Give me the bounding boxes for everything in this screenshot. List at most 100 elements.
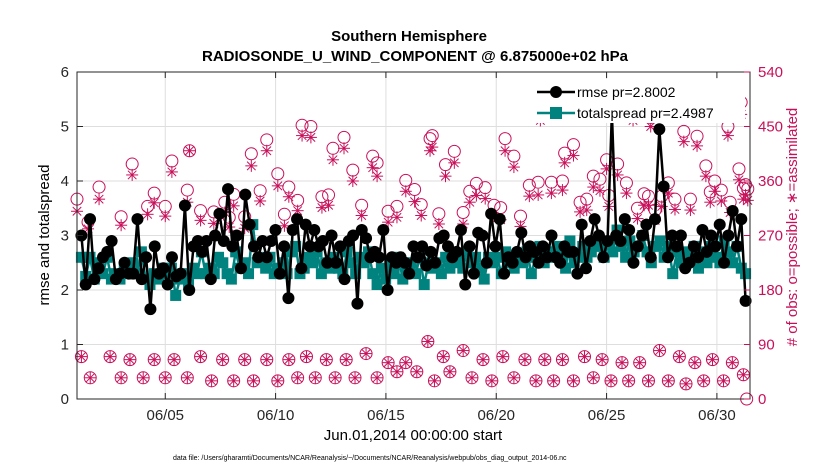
obs-assimilated-point	[371, 170, 384, 183]
obs-assimilated-point	[680, 377, 693, 390]
rmse-point	[627, 256, 640, 269]
rmse-point	[575, 218, 588, 231]
totalspread-point	[75, 251, 87, 263]
rmse-point	[532, 256, 545, 269]
obs-possible-point	[469, 176, 483, 190]
rmse-point	[165, 251, 178, 264]
obs-assimilated-point	[538, 353, 551, 366]
y-tick-label-left: 2	[61, 282, 69, 299]
rmse-point	[700, 245, 713, 258]
obs-assimilated-point	[642, 374, 655, 387]
obs-possible-point	[370, 156, 384, 170]
rmse-point	[204, 273, 217, 286]
totalspread-point	[315, 268, 327, 280]
obs-assimilated-point	[410, 365, 423, 378]
obs-assimilated-point	[708, 185, 721, 198]
obs-assimilated-point	[477, 353, 490, 366]
totalspread-point	[551, 240, 563, 252]
obs-assimilated-point	[523, 190, 536, 203]
rmse-point	[213, 207, 226, 220]
obs-assimilated-point	[567, 374, 580, 387]
obs-assimilated-point	[691, 139, 704, 152]
obs-possible-point	[271, 167, 285, 181]
totalspread-point	[238, 257, 250, 269]
obs-assimilated-point	[726, 356, 739, 369]
legend: rmse pr=2.8002 totalspread pr=2.4987	[532, 79, 745, 123]
obs-assimilated-point	[532, 188, 545, 201]
rmse-point	[282, 292, 295, 305]
rmse-point	[278, 240, 291, 253]
rmse-point	[709, 240, 722, 253]
obs-assimilated-point	[247, 374, 260, 387]
rmse-point	[485, 207, 498, 220]
rmse-point	[528, 245, 541, 258]
rmse-point	[437, 229, 450, 242]
obs-assimilated-point	[309, 371, 322, 384]
obs-assimilated-point	[260, 353, 273, 366]
legend-rmse-label: rmse pr=2.8002	[577, 84, 676, 100]
totalspread-point	[667, 268, 679, 280]
totalspread-point	[718, 235, 730, 247]
obs-assimilated-point	[596, 353, 609, 366]
rmse-point	[295, 262, 308, 275]
rmse-point	[515, 226, 528, 239]
rmse-point	[131, 213, 144, 226]
obs-assimilated-point	[620, 187, 633, 200]
obs-possible-point	[498, 132, 512, 146]
obs-assimilated-point	[346, 175, 359, 187]
totalspread-point	[397, 273, 409, 285]
totalspread-point	[170, 289, 182, 301]
obs-assimilated-point	[580, 204, 593, 217]
obs-assimilated-point	[507, 161, 520, 174]
rmse-point	[183, 284, 196, 296]
ticks: 06/05 06/10 06/15 06/20 06/25 06/30 0 1 2 3 4 5 6 0 90…	[61, 64, 783, 424]
obs-assimilated-point	[428, 374, 441, 387]
rmse-point	[381, 284, 394, 296]
obs-assimilated-point	[717, 374, 730, 387]
totalspread-point	[692, 262, 704, 274]
rmse-point	[329, 256, 342, 269]
obs-assimilated-point	[207, 217, 220, 230]
rmse-point	[640, 218, 653, 231]
rmse-point	[226, 240, 239, 253]
obs-assimilated-point	[322, 199, 335, 212]
obs-possible-point	[92, 180, 106, 194]
rmse-point	[571, 267, 584, 280]
rmse-point	[299, 218, 312, 231]
obs-assimilated-point	[148, 196, 161, 209]
obs-assimilated-point	[604, 374, 617, 387]
obs-assimilated-point	[271, 179, 284, 192]
obs-assimilated-point	[574, 205, 587, 218]
rmse-point	[101, 245, 114, 258]
y-tick-label-right: 450	[758, 119, 783, 136]
rmse-point	[256, 234, 269, 247]
rmse-point	[459, 278, 472, 291]
obs-assimilated-point	[291, 371, 304, 384]
obs-assimilated-point	[159, 371, 172, 384]
rmse-point	[618, 213, 631, 226]
obs-assimilated-point	[165, 165, 178, 178]
rmse-point	[442, 240, 455, 253]
rmse-point	[325, 229, 338, 242]
totalspread-point	[290, 240, 302, 252]
obs-assimilated-point	[421, 335, 434, 348]
obs-assimilated-point	[84, 371, 97, 384]
obs-assimilated-point	[616, 356, 629, 369]
rmse-point	[722, 229, 735, 242]
rmse-point	[614, 234, 627, 247]
legend-box	[532, 79, 745, 123]
rmse-point	[114, 267, 127, 280]
rmse-point	[623, 224, 636, 237]
rmse-point	[493, 213, 506, 226]
totalspread-point	[607, 246, 619, 258]
obs-assimilated-point	[366, 161, 379, 174]
obs-assimilated-point	[737, 368, 750, 381]
rmse-point	[260, 251, 273, 264]
obs-assimilated-point	[465, 371, 478, 384]
obs-assimilated-point	[320, 353, 333, 366]
rmse-point	[351, 297, 364, 310]
rmse-point	[252, 251, 265, 264]
obs-assimilated-point	[673, 350, 686, 363]
rmse-point	[269, 224, 282, 237]
